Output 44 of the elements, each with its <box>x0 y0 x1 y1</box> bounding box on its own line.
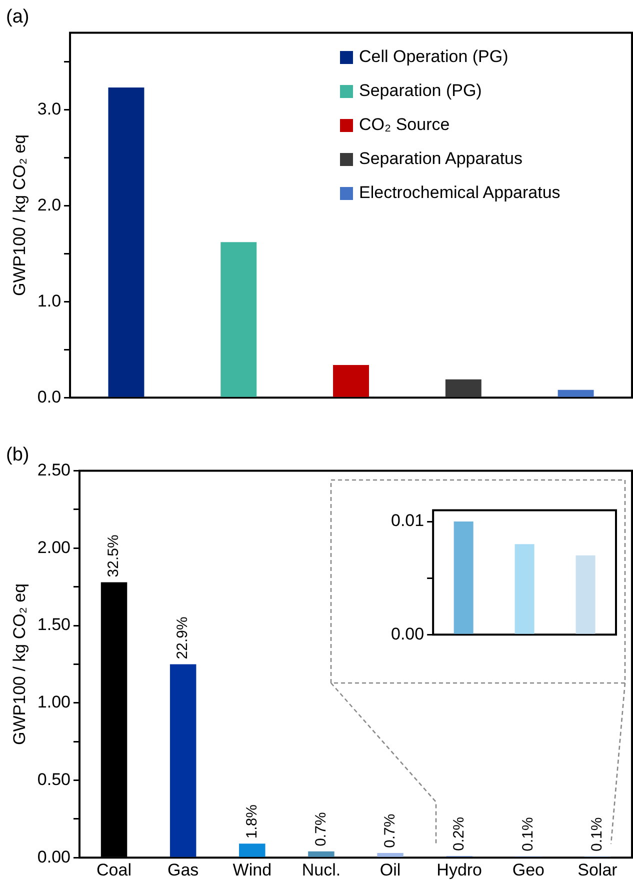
annotation: 0.1% <box>520 817 537 852</box>
x-tick-label: Nucl. <box>302 860 341 880</box>
legend-label: Separation Apparatus <box>359 149 523 169</box>
y-tick-label: 1.50 <box>37 615 70 634</box>
annotation: 1.8% <box>243 804 260 839</box>
y-tick-label: 1.00 <box>37 692 70 712</box>
y-tick-label: 0.00 <box>390 624 424 644</box>
annotation: 0.7% <box>381 814 398 848</box>
bar <box>170 664 196 857</box>
y-tick-label: 1.0 <box>37 291 62 310</box>
x-tick-label: Wind <box>232 860 272 880</box>
legend-label: Separation (PG) <box>359 81 482 101</box>
y-tick-label: 2.00 <box>37 538 70 557</box>
y-tick-label: 0.00 <box>37 847 70 866</box>
chart-title: (b) <box>6 444 30 466</box>
annotation: 32.5% <box>105 534 122 578</box>
x-tick-label: Solar <box>578 860 618 880</box>
y-tick-label: 3.0 <box>37 99 62 118</box>
x-tick-label: Geo <box>512 860 544 880</box>
annotation: 0.2% <box>450 816 468 852</box>
x-tick-label: Hydro <box>436 860 482 880</box>
bar <box>454 522 474 634</box>
y-tick-label: 2.50 <box>37 460 70 480</box>
annotation: 22.9% <box>174 616 192 660</box>
bar <box>514 544 534 634</box>
bar <box>576 555 596 634</box>
x-tick-label: Oil <box>380 860 401 880</box>
annotation: 0.1% <box>588 817 606 852</box>
y-tick-label: 0.0 <box>37 387 62 406</box>
bar <box>239 844 266 857</box>
y-axis-title: GWP100 / kg CO₂ eq <box>10 134 29 296</box>
x-tick-label: Coal <box>96 860 132 880</box>
y-axis-title: GWP100 / kg CO₂ eq <box>10 583 29 745</box>
chart-title: (a) <box>6 6 30 28</box>
legend-label: CO₂ Source <box>359 115 450 135</box>
y-tick-label: 2.0 <box>37 195 62 214</box>
x-tick-label: Gas <box>167 860 199 880</box>
annotation: 0.7% <box>312 812 330 846</box>
bar <box>377 852 404 857</box>
y-tick-label: 0.01 <box>390 511 424 530</box>
y-tick-label: 0.50 <box>37 770 70 789</box>
legend-label: Electrochemical Apparatus <box>359 183 560 203</box>
legend-label: Cell Operation (PG) <box>359 47 508 67</box>
bar <box>308 851 334 857</box>
